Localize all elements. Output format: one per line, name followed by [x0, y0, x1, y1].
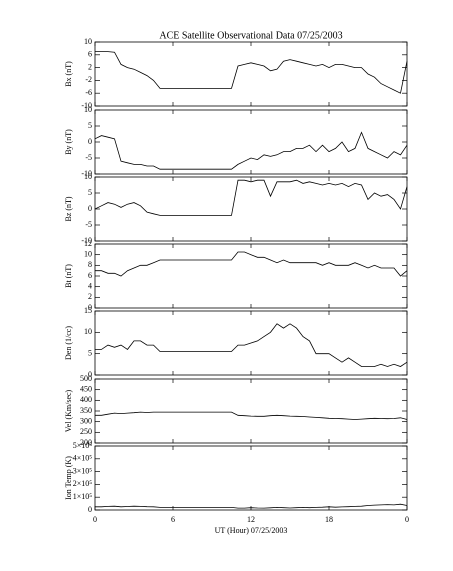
data-line [95, 503, 408, 509]
y-tick-label: 2×10⁵ [73, 479, 93, 488]
y-tick-label: 10 [84, 327, 92, 336]
y-tick-label: 350 [80, 406, 92, 415]
y-tick-label: 450 [80, 384, 92, 393]
y-tick-label: -6 [85, 88, 92, 97]
y-tick-label: 10 [84, 249, 92, 258]
y-tick-label: 0 [88, 303, 92, 312]
x-tick-label: 6 [171, 515, 175, 524]
x-tick-label: 18 [325, 515, 333, 524]
y-tick-label: 0 [88, 505, 92, 514]
y-tick-label: 4 [88, 281, 92, 290]
y-tick-label: -5 [85, 220, 92, 229]
y-tick-label: -5 [85, 153, 92, 162]
y-tick-label: 15 [84, 306, 92, 315]
y-tick-label: 250 [80, 427, 92, 436]
data-line [95, 411, 408, 420]
y-tick-label: 200 [80, 438, 92, 447]
y-axis-label: Bx (nT) [64, 61, 73, 87]
data-line [95, 51, 408, 94]
x-tick-label: 12 [247, 515, 255, 524]
y-tick-label: 5×10⁵ [73, 441, 93, 450]
y-tick-label: 0 [88, 370, 92, 379]
panel-frame [94, 176, 408, 242]
y-tick-label: -10 [81, 101, 92, 110]
y-tick-label: 10 [84, 172, 92, 181]
y-tick-label: 300 [80, 416, 92, 425]
data-line [94, 179, 408, 216]
panel-frame [94, 243, 408, 309]
x-tick-label: 0 [93, 515, 97, 524]
y-tick-label: 8 [88, 260, 92, 269]
y-tick-label: 12 [84, 239, 92, 248]
data-line [95, 251, 408, 277]
y-tick-label: 2 [88, 292, 92, 301]
y-axis-label: Bz (nT) [64, 196, 73, 221]
y-tick-label: 400 [80, 395, 92, 404]
x-axis-label: UT (Hour) 07/25/2003 [215, 526, 288, 535]
y-tick-label: -2 [85, 75, 92, 84]
y-tick-label: 6 [88, 271, 92, 280]
y-tick-label: 6 [88, 50, 92, 59]
y-axis-label: By (nT) [64, 129, 73, 155]
y-tick-label: -10 [81, 169, 92, 178]
y-tick-label: 5 [88, 188, 92, 197]
y-tick-label: 3×10⁵ [73, 466, 93, 475]
y-axis-label: Bt (nT) [64, 264, 73, 288]
y-tick-label: 10 [84, 37, 92, 46]
y-tick-label: 5 [88, 348, 92, 357]
panel-frame [94, 445, 408, 511]
y-axis-label: Den (1/cc) [64, 326, 73, 360]
y-tick-label: 4×10⁵ [73, 454, 93, 463]
y-tick-label: 500 [80, 374, 92, 383]
panel-frame [94, 41, 408, 107]
y-axis-label: Ion Temp (K) [64, 456, 73, 500]
data-line [94, 131, 408, 170]
y-tick-label: 0 [88, 137, 92, 146]
y-tick-label: 10 [84, 105, 92, 114]
x-tick-label: 0 [405, 515, 409, 524]
data-line [95, 323, 408, 367]
y-tick-label: 1×10⁵ [73, 492, 93, 501]
y-tick-label: 5 [88, 121, 92, 130]
y-tick-label: 0 [88, 204, 92, 213]
y-tick-label: -10 [81, 236, 92, 245]
y-axis-label: Vel (Km/sec) [64, 389, 73, 432]
panel-frame [94, 378, 408, 444]
y-tick-label: 2 [88, 62, 92, 71]
chart-title: ACE Satellite Observational Data 07/25/2… [159, 30, 342, 41]
